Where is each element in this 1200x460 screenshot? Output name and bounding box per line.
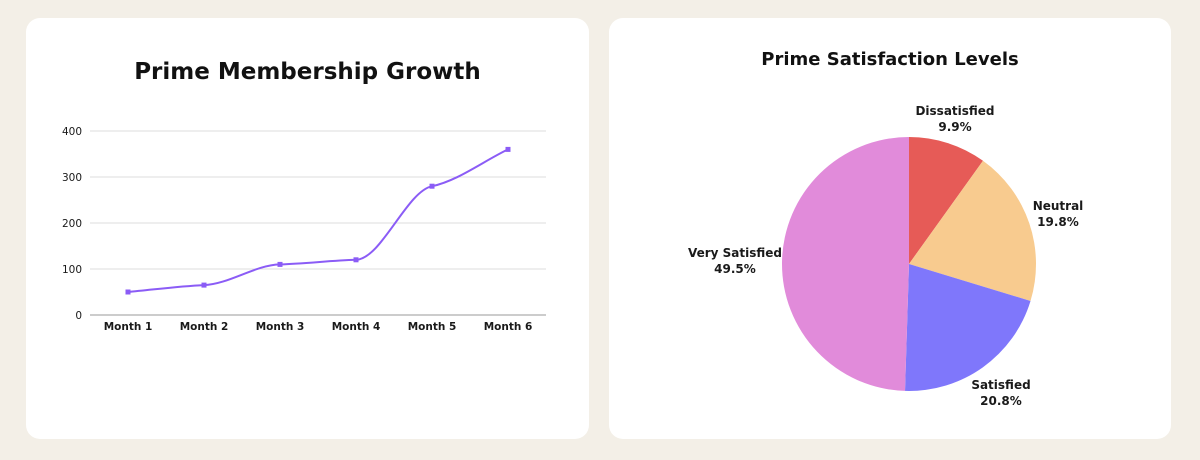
pie-slice-dissatisfied — [909, 137, 984, 264]
y-tick-label: 300 — [62, 172, 82, 184]
pie-chart-title: Prime Satisfaction Levels — [761, 49, 1019, 70]
pie-slice-label: Neutral — [1033, 199, 1084, 213]
pie-slice-value: 49.5% — [714, 262, 756, 276]
pie-slice-value: 19.8% — [1037, 215, 1079, 229]
pie-slice-value: 9.9% — [938, 120, 971, 134]
pie-slice-label: Dissatisfied — [915, 104, 994, 118]
y-tick-label: 200 — [62, 218, 82, 230]
pie-slice-label: Satisfied — [971, 378, 1030, 392]
pie-slice-neutral — [909, 160, 1036, 301]
series-line — [127, 148, 509, 293]
x-tick-label: Month 2 — [180, 321, 229, 333]
line-chart-title: Prime Membership Growth — [134, 59, 481, 85]
pie-slice-satisfied — [905, 264, 1031, 391]
data-point — [277, 261, 283, 267]
data-point — [353, 257, 359, 263]
pie-slice-label: Very Satisfied — [688, 246, 782, 260]
data-point — [201, 282, 207, 288]
x-tick-label: Month 3 — [256, 321, 305, 333]
pie-slice-very-satisfied — [781, 137, 909, 391]
pie-slice-value: 20.8% — [980, 394, 1022, 408]
y-tick-label: 400 — [62, 126, 82, 138]
line-chart-plot: 0 100 200 300 400 Month 1 Month 2 Month 3 Month … — [62, 126, 546, 333]
y-tick-label: 100 — [62, 264, 82, 276]
x-tick-label: Month 5 — [408, 321, 457, 333]
data-point — [125, 289, 131, 295]
data-point — [505, 146, 511, 152]
x-tick-label: Month 6 — [484, 321, 533, 333]
pie-chart-plot: Dissatisfied 9.9% Neutral 19.8% Satisfied 20.… — [688, 104, 1084, 408]
pie-chart-card: Prime Satisfaction Levels Dissatisfied 9.… — [609, 18, 1171, 439]
x-tick-label: Month 4 — [332, 321, 381, 333]
x-tick-label: Month 1 — [104, 321, 153, 333]
y-tick-label: 0 — [75, 310, 82, 322]
data-point — [429, 183, 435, 189]
line-chart-card: Prime Membership Growth 0 100 200 300 400 Mon… — [26, 18, 589, 439]
